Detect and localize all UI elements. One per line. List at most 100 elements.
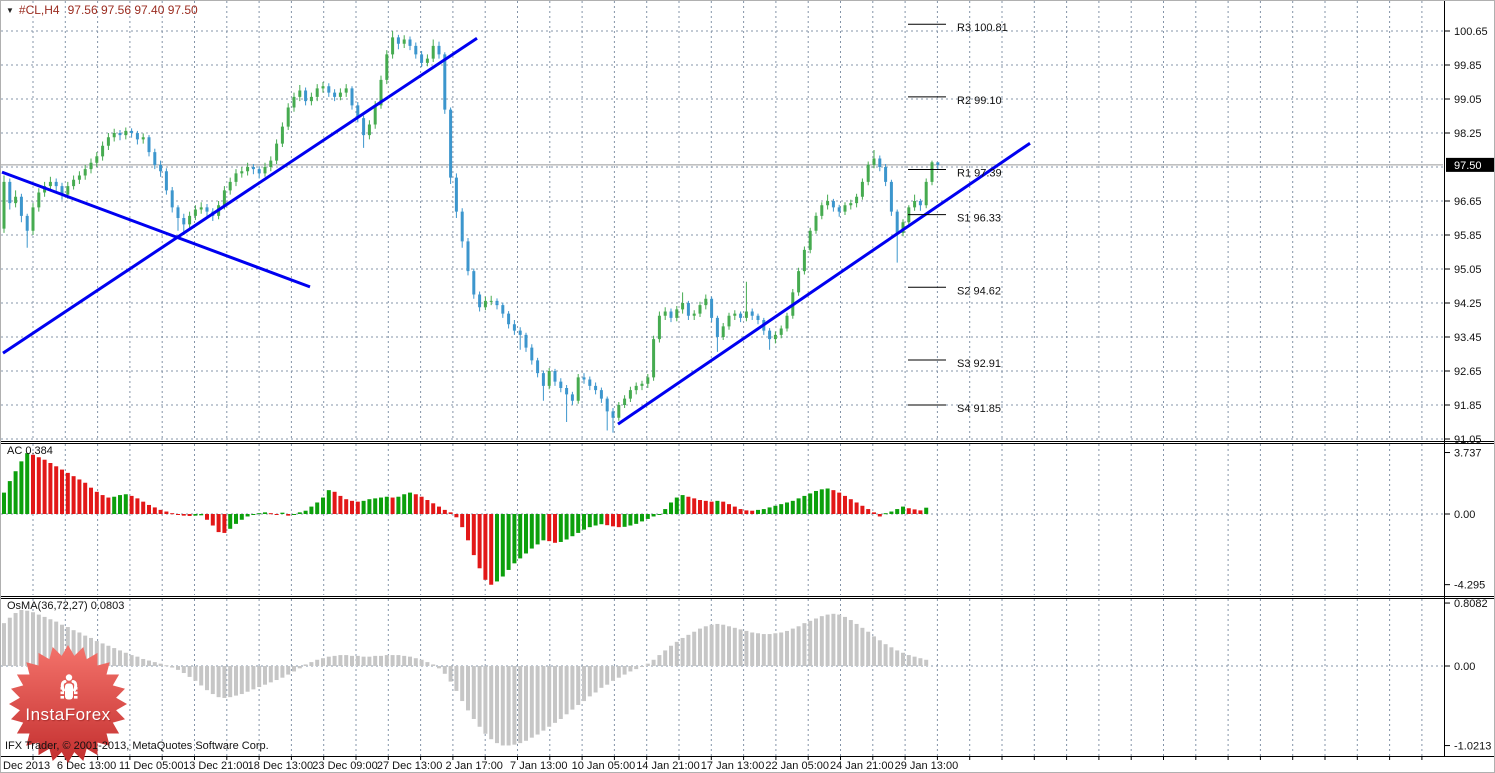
ac-bar-up: [326, 490, 331, 514]
osma-bar: [83, 635, 88, 666]
time-label: 2 Jan 17:00: [445, 760, 503, 772]
ac-bar-down: [350, 500, 354, 514]
osma-bar: [640, 666, 644, 667]
ac-bar-down: [686, 496, 691, 514]
ac-bar-up: [292, 514, 296, 515]
ac-bar-up: [802, 495, 807, 514]
trendline[interactable]: [617, 141, 1031, 426]
ac-bar-down: [129, 495, 134, 514]
candle-bull: [634, 385, 638, 391]
time-axis[interactable]: [0, 757, 1495, 773]
ac-bar-down: [147, 504, 151, 514]
osma-bar: [344, 655, 349, 666]
candle-bear: [495, 300, 499, 306]
ac-bar-up: [384, 496, 389, 514]
ac-bar-up: [628, 514, 633, 526]
osma-bar: [19, 609, 24, 666]
osma-bar: [912, 656, 917, 666]
time-label: 17 Jan 13:00: [701, 760, 765, 772]
osma-bar: [489, 666, 494, 740]
osma-bar: [570, 666, 575, 710]
osma-bar: [199, 666, 204, 686]
osma-bar: [286, 666, 291, 675]
symbol-dropdown-icon[interactable]: ▼: [6, 6, 14, 15]
osma-bar: [518, 666, 523, 744]
candle-bull: [617, 405, 621, 418]
candle-bull: [14, 196, 18, 204]
candle-bull: [112, 133, 116, 138]
osma-bar: [48, 619, 53, 666]
osma-bar: [616, 666, 621, 678]
osma-bar: [721, 624, 726, 666]
osma-bar: [425, 662, 430, 666]
ac-axis-label: 0.00: [1454, 509, 1475, 521]
osma-bar: [703, 626, 708, 666]
candle-bear: [54, 181, 58, 187]
trendline[interactable]: [1, 170, 311, 289]
ac-bar-down: [489, 514, 494, 585]
ac-bar-up: [2, 492, 6, 514]
candle-bear: [460, 211, 464, 242]
ac-bar-down: [431, 503, 436, 514]
time-label: 10 Jan 05:00: [572, 760, 636, 772]
candle-bear: [837, 207, 841, 212]
ac-bar-up: [251, 514, 256, 515]
candle-bull: [814, 215, 818, 231]
ac-bar-down: [750, 510, 755, 514]
osma-bar: [355, 655, 360, 666]
price-tick-label: 92.65: [1454, 366, 1482, 378]
osma-bar: [558, 666, 563, 719]
ac-bar-down: [454, 514, 459, 518]
ac-bar-down: [727, 504, 731, 514]
osma-bar: [477, 666, 482, 727]
main-chart-surface[interactable]: [1, 1, 1443, 441]
osma-bar: [692, 631, 697, 666]
ac-bar-up: [622, 514, 627, 527]
time-label: 13 Dec 21:00: [183, 760, 248, 772]
ac-bar-up: [634, 514, 639, 524]
candle-bear: [512, 324, 516, 331]
logo-gear-tooth: [74, 696, 78, 699]
ac-bar-down: [860, 505, 865, 514]
ac-bar-up: [408, 492, 412, 514]
candle-bear: [170, 190, 174, 208]
candle-bull: [246, 167, 250, 172]
ac-bar-up: [924, 507, 929, 514]
candle-bull: [240, 171, 244, 174]
osma-bar: [593, 666, 598, 693]
time-label: 24 Jan 21:00: [830, 760, 894, 772]
ac-bar-down: [709, 501, 714, 514]
ac-bar-up: [779, 504, 784, 514]
ac-bar-down: [106, 497, 111, 514]
osma-bar: [872, 636, 876, 666]
price-axis[interactable]: [1445, 0, 1495, 757]
price-tick-label: 99.05: [1454, 94, 1482, 106]
osma-bar: [808, 620, 813, 666]
ac-bar-down: [216, 514, 221, 533]
candle-bear: [443, 54, 447, 110]
candle-bear: [588, 379, 592, 386]
candle-bull: [808, 230, 812, 250]
candle-bear: [408, 39, 412, 46]
candle-bull: [704, 298, 708, 306]
trendline[interactable]: [2, 36, 478, 355]
candle-bear: [8, 181, 12, 204]
ac-bar-down: [65, 472, 70, 514]
ac-bar-down: [100, 495, 105, 514]
osma-bar: [228, 666, 233, 698]
osma-bar: [257, 666, 262, 688]
time-label: 18 Dec 13:00: [248, 760, 313, 772]
ac-bar-down: [471, 514, 476, 556]
ac-bar-down: [332, 491, 337, 514]
candle-bear: [420, 54, 424, 63]
ac-bar-up: [674, 497, 679, 514]
candle-bear: [611, 411, 615, 418]
osma-bar: [419, 659, 424, 666]
ac-bar-up: [680, 495, 685, 514]
osma-bar: [292, 666, 296, 672]
candle-bull: [733, 313, 737, 316]
price-axis-labels: 100.65 99.85 99.05 98.25 96.65 95.85 95.05 94.2…: [1445, 26, 1494, 446]
candle-bear: [756, 315, 760, 320]
osma-bar: [843, 616, 847, 666]
